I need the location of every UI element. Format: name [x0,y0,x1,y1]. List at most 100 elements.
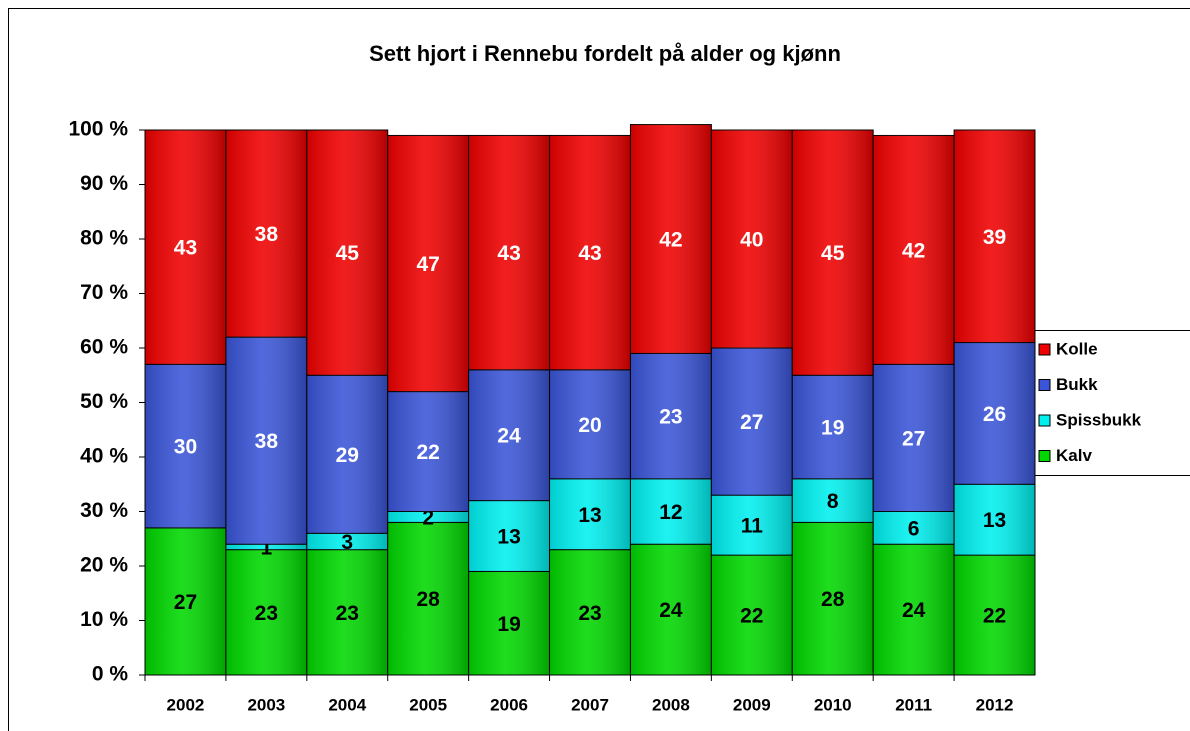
bar-shade [792,478,874,523]
bar-shade [954,555,1035,675]
bar-shade [387,522,469,675]
bar-shade [630,124,712,354]
bar-shade [225,337,307,545]
bar-shade [549,135,631,370]
data-label: 22 [983,605,1006,628]
bar-shade [225,544,307,550]
x-tick-label: 2008 [652,695,690,714]
y-tick-label: 0 % [92,663,129,686]
legend-label: Kalv [1056,446,1092,465]
bar-shade [549,478,631,550]
data-label: 42 [659,229,682,252]
data-label: 23 [659,406,682,429]
legend-box [1030,330,1190,476]
bar-shade [468,369,550,501]
bar-shade [954,484,1035,556]
bar-shade [145,130,226,365]
bar-shade [630,353,712,479]
bar-shade [468,500,550,572]
data-label: 45 [336,242,360,265]
bar-shade [306,533,388,550]
legend-label: Bukk [1056,375,1098,394]
bar-shade [468,571,550,675]
data-label: 19 [497,613,520,636]
data-label: 27 [740,411,763,434]
x-tick-label: 2009 [733,695,771,714]
bar-shade [306,375,388,534]
data-label: 22 [740,605,763,628]
legend-swatch [1038,379,1051,391]
data-label: 28 [821,588,845,611]
data-label: 45 [821,242,845,265]
data-label: 12 [659,501,682,524]
x-tick-label: 2004 [328,695,366,714]
data-label: 26 [983,403,1006,426]
data-label: 19 [821,417,844,440]
bar-shade [792,522,874,675]
data-label: 13 [497,526,520,549]
data-label: 23 [578,602,601,625]
y-tick-label: 30 % [80,499,128,522]
bar-shade [711,555,793,675]
bar-shade [873,511,955,545]
y-tick-label: 50 % [80,390,128,413]
data-label: 11 [741,515,764,538]
data-label: 28 [417,588,441,611]
y-tick-label: 10 % [80,608,128,631]
x-tick-label: 2005 [409,695,447,714]
data-label: 38 [255,430,279,453]
x-tick-label: 2002 [167,695,205,714]
y-tick-label: 60 % [80,336,128,359]
y-tick-label: 90 % [80,172,128,195]
data-label: 30 [174,436,197,459]
bar-shade [873,544,955,675]
data-label: 29 [336,444,359,467]
bar-shade [954,130,1035,343]
data-label: 3 [341,531,353,554]
x-tick-label: 2006 [490,695,528,714]
legend-swatch [1038,414,1051,427]
legend-label: Kolle [1056,339,1098,358]
bar-shade [792,130,874,376]
data-label: 40 [740,229,763,252]
bar-shade [711,130,793,348]
data-label: 23 [336,602,359,625]
data-label: 43 [497,242,520,265]
data-label: 23 [255,602,278,625]
data-label: 43 [174,237,197,260]
bar-shade [792,375,874,479]
y-tick-label: 70 % [80,281,128,304]
x-tick-label: 2003 [247,695,285,714]
data-label: 42 [902,239,925,262]
y-tick-label: 100 % [68,118,128,141]
y-tick-label: 20 % [80,554,128,577]
data-label: 22 [417,441,440,464]
chart-title: Sett hjort i Rennebu fordelt på alder og… [369,41,841,66]
bar-shade [145,364,226,528]
data-label: 6 [908,517,920,540]
bar-shade [630,544,712,675]
legend-swatch [1038,450,1051,462]
data-label: 24 [497,425,521,448]
data-label: 43 [578,242,601,265]
data-label: 39 [983,226,1006,249]
bar-shade [873,364,955,512]
data-label: 8 [827,490,839,513]
data-label: 24 [902,599,926,622]
bar-shade [306,549,388,675]
bar-shade [225,549,307,675]
y-tick-label: 80 % [80,227,128,250]
bar-shade [387,391,469,512]
bar-shade [630,478,712,545]
data-label: 13 [983,509,1006,532]
bar-shade [873,135,955,365]
bar-shade [711,495,793,556]
bar-shade [549,549,631,675]
x-tick-label: 2011 [895,695,932,714]
bar-shade [549,369,631,479]
data-label: 38 [255,223,279,246]
bar-shade [954,342,1035,485]
bar-shade [145,527,226,675]
bar-shade [225,130,307,338]
